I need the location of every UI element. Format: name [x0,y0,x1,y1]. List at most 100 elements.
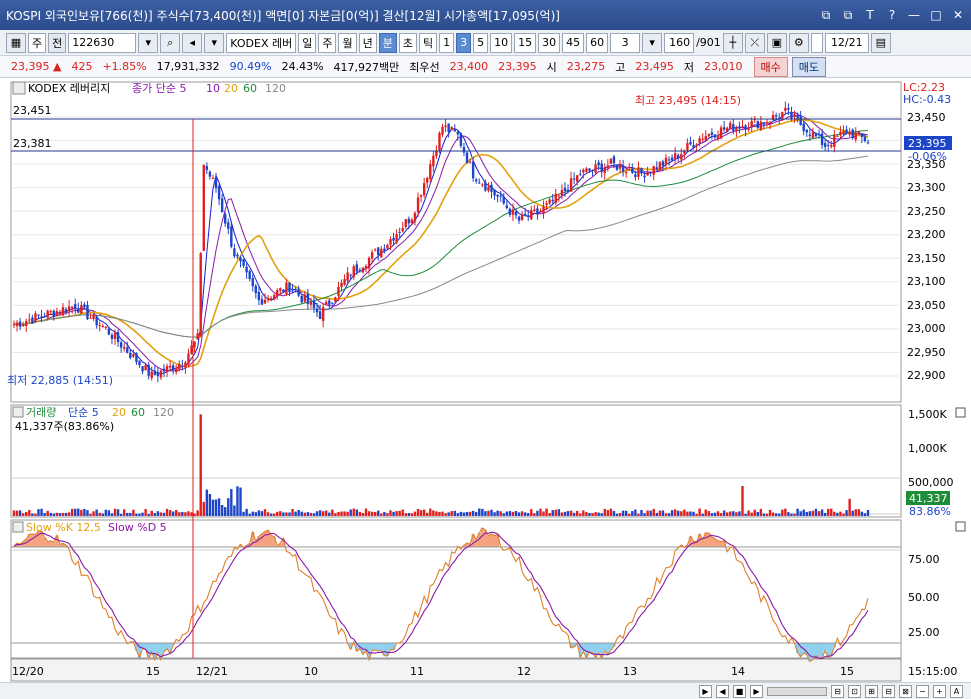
compare-icon[interactable]: ⤫ [744,32,765,53]
volume-bar [104,509,108,516]
help-icon[interactable]: ? [888,8,896,22]
period-second[interactable]: 초 [398,32,417,53]
interval-45[interactable]: 45 [562,32,585,53]
market-select[interactable]: 주 [28,32,47,53]
copy-window-icon[interactable]: ⧉ [843,8,853,22]
restore-icon[interactable]: ⧉ [821,8,831,22]
volume-bar [162,512,166,516]
volume-bar [548,513,551,516]
tool-icon[interactable]: ⊡ [848,684,861,698]
slow-d-line [13,531,869,660]
volume-bar [294,511,297,516]
volume-bar [609,508,613,516]
stoch-panel-icon[interactable] [12,521,24,533]
date-input[interactable]: 12/21 [824,32,869,53]
zoom-out-icon[interactable]: − [916,684,929,698]
save-icon[interactable]: ▣ [766,32,787,53]
tool-icon[interactable]: ⊟ [831,684,844,698]
maximize-icon[interactable]: □ [930,8,942,22]
zoom-scrollbar[interactable] [767,686,827,696]
interval-60[interactable]: 60 [586,32,609,53]
candle-body [848,131,851,135]
interval-10[interactable]: 10 [490,32,513,53]
last-page-icon[interactable]: ▶ [750,684,763,698]
chart-area[interactable]: KODEX 레버리지 종가 단순 5 10 20 60 120 LC:2.23 … [0,79,971,682]
candle-body [496,194,499,197]
candle-body [294,290,297,292]
overbought-fill [716,540,720,547]
chevron-down-icon[interactable]: ▾ [138,32,159,53]
interval-15[interactable]: 15 [514,32,537,53]
chevron-down-icon[interactable]: ▾ [642,32,663,53]
candle-body [343,279,346,285]
interval-value-input[interactable]: 3 [610,32,641,53]
volume-bar [279,511,282,516]
scroll-start-icon[interactable]: ▶ [699,684,712,698]
interval-5[interactable]: 5 [473,32,489,53]
candle-body [845,129,848,134]
stock-code-input[interactable]: 122630 [68,32,137,53]
volume-bar [771,512,775,516]
hline-bottom-label: 23,381 [13,137,52,150]
zoom-in-icon[interactable]: + [933,684,946,698]
volume-bar [591,513,594,516]
period-year[interactable]: 년 [358,32,377,53]
search-icon[interactable]: ⌕ [160,32,181,53]
candle-body [493,189,496,196]
stochastic-lines [11,527,901,663]
sell-button[interactable]: 매도 [791,56,827,77]
volume-bar [582,510,585,516]
speaker-icon[interactable]: ◂ [182,32,203,53]
oversold-fill [817,643,821,660]
period-day[interactable]: 일 [298,32,317,53]
tool-icon[interactable]: ⊟ [882,684,895,698]
chevron-down-icon[interactable]: ▾ [204,32,225,53]
gear-icon[interactable]: ⚙ [788,32,809,53]
interval-3[interactable]: 3 [456,32,472,53]
candle-body [80,305,83,314]
candle-body [138,360,141,366]
candle-body [796,115,799,119]
volume-bar [58,513,62,516]
candle-body [686,143,689,151]
stop-icon[interactable]: ■ [733,684,746,698]
date-checkbox[interactable] [810,32,823,53]
period-month[interactable]: 월 [338,32,357,53]
candle-body [569,178,573,192]
tool-icon[interactable]: ⊞ [865,684,878,698]
x-tick: 11 [410,665,424,678]
volume-panel-close-icon[interactable] [955,407,966,418]
volume-panel-icon[interactable] [12,406,24,418]
candle-body [628,169,631,171]
mode-select[interactable]: 전 [48,32,67,53]
overbought-fill [710,536,714,547]
tool-icon[interactable]: ⊠ [899,684,912,698]
text-tool-icon[interactable]: A [950,684,963,698]
calendar-icon[interactable]: ▤ [870,32,891,53]
first-page-icon[interactable]: ◀ [716,684,729,698]
close-icon[interactable]: ✕ [952,8,964,22]
volume-ma120-label: 120 [153,406,174,419]
chart-type-icon[interactable]: ┼ [722,32,743,53]
chart-svg[interactable]: KODEX 레버리지 종가 단순 5 10 20 60 120 LC:2.23 … [0,79,971,682]
candle-body [193,341,196,348]
page-input[interactable]: 160 [664,32,695,53]
interval-30[interactable]: 30 [538,32,561,53]
panel-icon[interactable] [12,81,26,95]
period-tick[interactable]: 틱 [418,32,438,53]
stoch-panel-close-icon[interactable] [955,521,966,532]
volume-bar [315,511,319,516]
font-icon[interactable]: T [866,8,874,22]
volume-bar [86,510,89,516]
volume-bar [634,509,637,516]
period-minute[interactable]: 분 [378,32,397,53]
chart-settings-icon[interactable]: ▦ [6,32,26,53]
buy-button[interactable]: 매수 [753,56,788,77]
candle-body [413,213,417,222]
interval-1[interactable]: 1 [439,32,455,53]
period-week[interactable]: 주 [318,32,337,53]
candle-body [214,177,218,189]
stock-name-field[interactable]: KODEX 레버 [226,32,297,53]
minimize-icon[interactable]: — [908,8,920,22]
volume-bar [419,510,423,516]
